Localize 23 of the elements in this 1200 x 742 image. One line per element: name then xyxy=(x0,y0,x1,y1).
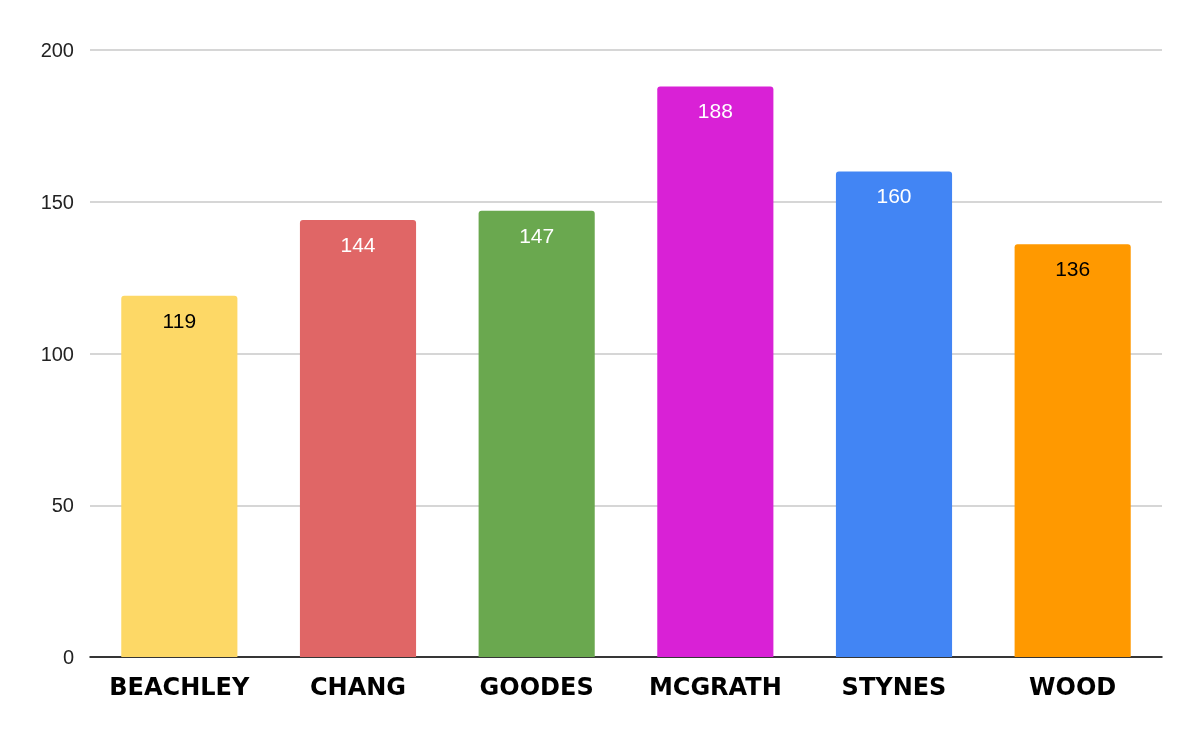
x-tick-label: MCGRATH xyxy=(648,673,782,701)
y-tick-label: 100 xyxy=(40,342,74,365)
y-tick-label: 150 xyxy=(40,190,74,213)
data-label: 147 xyxy=(519,223,555,247)
data-label: 119 xyxy=(162,308,197,332)
x-tick-label: CHANG xyxy=(309,673,407,701)
bar xyxy=(478,210,595,657)
y-tick-label: 200 xyxy=(40,39,74,61)
data-label: 160 xyxy=(876,184,912,208)
data-label: 144 xyxy=(340,232,376,256)
data-label: 136 xyxy=(1055,257,1091,281)
bar xyxy=(299,219,417,657)
data-label: 188 xyxy=(697,99,733,123)
x-tick-label: WOOD xyxy=(1029,673,1117,701)
bar xyxy=(835,171,953,657)
x-tick-label: BEACHLEY xyxy=(109,673,250,701)
x-tick-label: GOODES xyxy=(479,673,594,701)
y-tick-label: 0 xyxy=(62,646,74,668)
x-tick-label: STYNES xyxy=(841,673,947,701)
y-tick-label: 50 xyxy=(51,494,74,517)
bar xyxy=(1014,244,1131,657)
bar xyxy=(657,86,774,657)
bar xyxy=(121,295,238,657)
